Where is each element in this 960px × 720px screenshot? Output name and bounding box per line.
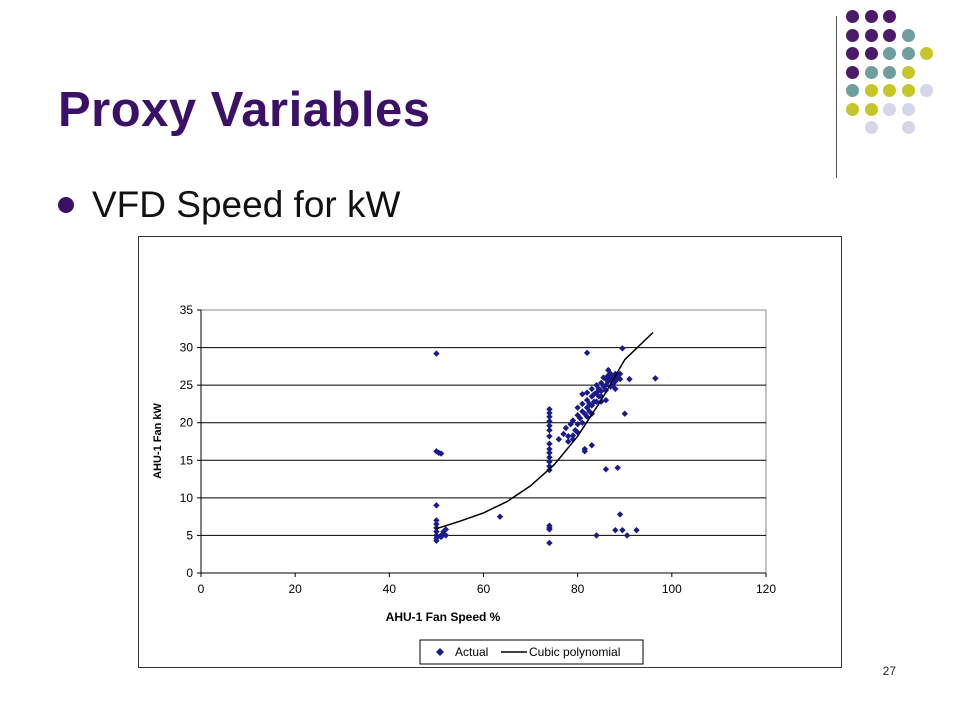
legend-box (419, 639, 644, 665)
y-tick-label: 30 (180, 341, 194, 355)
data-point (546, 539, 553, 547)
legend-marker-actual (436, 648, 444, 656)
decorative-dot (883, 102, 896, 116)
decorative-dot (901, 121, 915, 134)
data-point (614, 464, 621, 471)
data-point (579, 390, 586, 398)
y-tick-label: 5 (186, 528, 193, 542)
legend-label-actual: Actual (455, 645, 488, 659)
decorative-dot (846, 28, 859, 42)
decorative-dot (864, 10, 878, 23)
data-point (437, 533, 445, 541)
decorative-dot (920, 47, 933, 60)
decorative-divider (836, 16, 837, 178)
x-tick-label: 40 (383, 582, 397, 596)
legend: Actual Cubic polynomial (419, 639, 644, 665)
data-point (433, 517, 440, 524)
bullet-dot (58, 197, 74, 213)
decorative-dot (846, 47, 859, 60)
decorative-dot (846, 10, 859, 23)
decorative-dot (901, 28, 915, 42)
bullet-text: VFD Speed for kW (92, 184, 401, 225)
decorative-dot (864, 121, 878, 134)
decorative-dot (864, 84, 878, 97)
decorative-dot (864, 28, 878, 42)
data-point (612, 526, 619, 534)
plot-area (200, 309, 767, 574)
gridlines (201, 347, 766, 536)
decorative-dot (883, 10, 896, 23)
y-tick-label: 25 (180, 378, 194, 392)
data-point (433, 350, 440, 357)
data-point (572, 427, 579, 434)
data-point (433, 502, 440, 509)
data-point (442, 526, 450, 533)
x-axis-ticks: 0 20 40 60 80 100 120 (198, 572, 776, 596)
decorative-dot (920, 84, 933, 97)
data-point (565, 433, 572, 440)
cubic-polynomial-line (436, 331, 654, 530)
decorative-dot (883, 28, 896, 42)
data-point (621, 410, 628, 417)
y-tick-label: 20 (180, 416, 194, 430)
data-point (593, 398, 600, 405)
decorative-dot (864, 102, 878, 116)
decorative-dot (883, 47, 896, 60)
x-tick-label: 80 (571, 582, 585, 596)
decorative-dot (864, 47, 878, 60)
x-axis-label: AHU-1 Fan Speed % (386, 610, 501, 624)
data-point (652, 375, 659, 382)
slide-title: Proxy Variables (58, 83, 431, 137)
data-point (442, 532, 450, 539)
legend-label-polynomial: Cubic polynomial (529, 645, 620, 659)
x-tick-label: 20 (288, 582, 302, 596)
y-axis-ticks: 0 5 10 15 20 25 30 35 (180, 303, 202, 580)
decorative-dot (864, 65, 878, 79)
y-tick-label: 10 (180, 491, 194, 505)
y-axis-label: AHU-1 Fan kW (152, 402, 164, 478)
decorative-dot-grid (846, 10, 956, 160)
decorative-dot (846, 102, 859, 116)
decorative-dot (901, 65, 915, 79)
x-tick-label: 100 (662, 582, 682, 596)
x-tick-label: 60 (477, 582, 491, 596)
decorative-dot (883, 65, 896, 79)
page-number: 27 (882, 664, 896, 678)
x-tick-label: 120 (756, 582, 776, 596)
decorative-dot (901, 102, 915, 116)
data-point (579, 400, 586, 408)
y-tick-label: 0 (186, 566, 193, 580)
y-tick-label: 15 (180, 453, 194, 467)
data-point (579, 419, 586, 426)
decorative-dot (883, 84, 896, 97)
data-point (619, 526, 626, 534)
decorative-dot (901, 84, 915, 97)
y-tick-label: 35 (180, 303, 194, 317)
data-point (565, 438, 572, 445)
decorative-dot (846, 65, 859, 79)
data-point (593, 532, 600, 539)
bullet-item: VFD Speed for kW (58, 184, 400, 226)
data-point (433, 537, 440, 544)
decorative-dot (846, 84, 859, 97)
data-point (633, 526, 640, 534)
chart-frame: 0 5 10 15 20 25 30 35 0 20 40 60 80 100 120 AHU-1 Fan… (138, 236, 842, 668)
scatter-chart: 0 5 10 15 20 25 30 35 0 20 40 60 80 100 120 AHU-1 Fan… (152, 303, 776, 665)
decorative-dot (901, 47, 915, 60)
x-tick-label: 0 (198, 582, 205, 596)
